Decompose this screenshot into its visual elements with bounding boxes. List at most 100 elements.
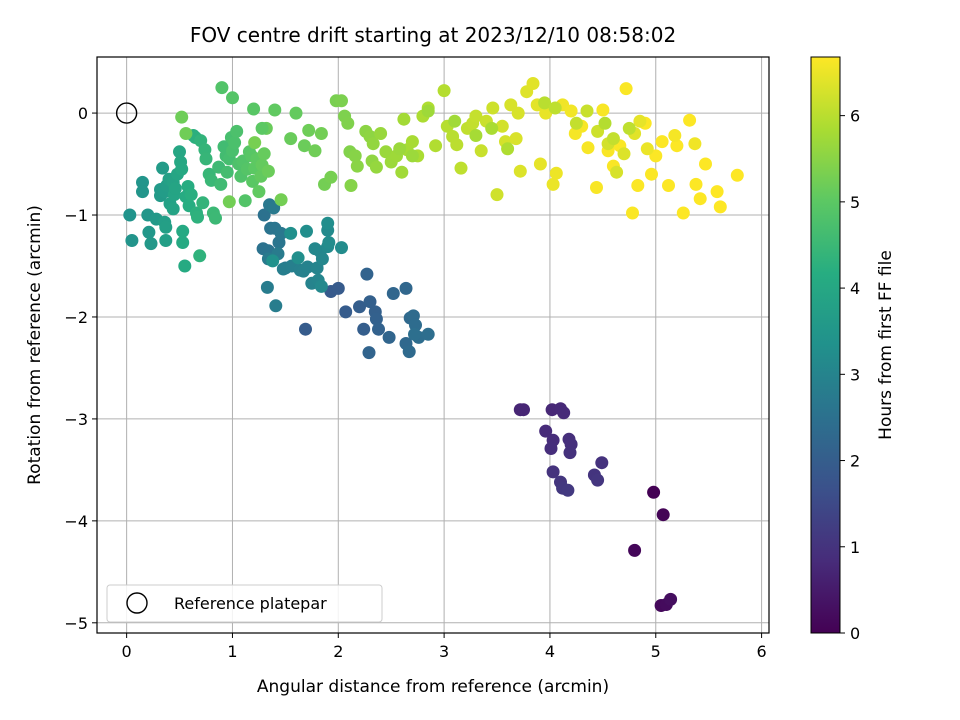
data-point bbox=[501, 142, 515, 156]
data-point bbox=[374, 127, 388, 140]
data-point bbox=[366, 137, 380, 151]
data-point bbox=[421, 327, 435, 341]
data-point bbox=[393, 142, 407, 156]
data-point bbox=[509, 132, 523, 146]
y-tick-label: −2 bbox=[64, 308, 88, 327]
data-point bbox=[284, 132, 298, 146]
y-tick-label: −5 bbox=[64, 614, 88, 633]
x-tick-label: 5 bbox=[651, 642, 661, 661]
data-point bbox=[606, 132, 620, 146]
data-point bbox=[176, 236, 190, 249]
data-point bbox=[683, 113, 697, 127]
data-point bbox=[315, 252, 329, 266]
x-tick-label: 3 bbox=[439, 642, 449, 661]
data-point bbox=[335, 241, 348, 255]
data-point bbox=[176, 224, 190, 238]
data-point bbox=[215, 81, 229, 95]
data-point bbox=[168, 182, 182, 195]
data-point bbox=[485, 121, 499, 135]
data-point bbox=[610, 165, 624, 179]
data-point bbox=[301, 260, 315, 274]
x-tick-label: 0 bbox=[122, 642, 132, 661]
reference-layer bbox=[115, 102, 138, 124]
data-point bbox=[196, 196, 210, 210]
data-point bbox=[538, 96, 552, 110]
data-point bbox=[533, 157, 547, 171]
data-point bbox=[626, 206, 639, 220]
data-point bbox=[255, 121, 269, 135]
data-points bbox=[123, 77, 744, 612]
data-point bbox=[357, 322, 371, 336]
data-point bbox=[580, 104, 594, 118]
legend-box bbox=[106, 584, 383, 623]
data-point bbox=[144, 237, 158, 251]
data-point bbox=[331, 281, 345, 295]
colorbar bbox=[810, 56, 841, 634]
data-point bbox=[136, 185, 149, 199]
data-point bbox=[156, 161, 170, 175]
data-point bbox=[581, 141, 595, 155]
data-point bbox=[159, 220, 173, 234]
data-point bbox=[693, 192, 707, 206]
data-point bbox=[563, 446, 577, 460]
data-point bbox=[274, 226, 288, 240]
y-tick-label: −3 bbox=[64, 410, 88, 429]
data-point bbox=[511, 106, 525, 120]
data-point bbox=[710, 185, 724, 199]
data-point bbox=[408, 327, 421, 341]
data-point bbox=[360, 267, 374, 281]
y-axis-ticks: 0 −1 −2 −3 −4 −5 bbox=[64, 104, 97, 633]
data-point bbox=[300, 224, 313, 238]
data-point bbox=[405, 149, 419, 163]
data-point bbox=[591, 473, 605, 487]
data-point bbox=[564, 104, 578, 118]
data-point bbox=[526, 77, 540, 90]
data-point bbox=[123, 208, 137, 222]
y-tick-label: −1 bbox=[64, 206, 88, 225]
data-point bbox=[353, 300, 366, 314]
data-point bbox=[645, 167, 658, 181]
data-point bbox=[656, 508, 670, 522]
data-point bbox=[546, 177, 560, 191]
data-point bbox=[214, 177, 228, 191]
data-point bbox=[546, 465, 560, 479]
colorbar-tick-label: 6 bbox=[850, 107, 860, 126]
legend-marker-reference bbox=[126, 592, 148, 614]
data-point bbox=[238, 194, 252, 208]
data-point bbox=[175, 110, 189, 124]
x-tick-label: 2 bbox=[333, 642, 343, 661]
data-point bbox=[448, 114, 462, 128]
x-tick-label: 1 bbox=[227, 642, 237, 661]
data-point bbox=[289, 106, 303, 120]
x-tick-label: 6 bbox=[756, 642, 766, 661]
data-point bbox=[184, 188, 198, 202]
data-point bbox=[495, 119, 509, 133]
x-axis-label: Angular distance from reference (arcmin) bbox=[257, 677, 609, 697]
data-point bbox=[598, 116, 612, 130]
data-point bbox=[321, 216, 335, 230]
chart-title: FOV centre drift starting at 2023/12/10 … bbox=[190, 23, 676, 47]
data-point bbox=[699, 157, 712, 171]
data-point bbox=[664, 592, 678, 606]
colorbar-tick-label: 3 bbox=[850, 365, 860, 384]
data-point bbox=[647, 485, 661, 499]
data-point bbox=[569, 116, 583, 130]
data-point bbox=[662, 179, 675, 192]
data-point bbox=[308, 144, 322, 158]
data-point bbox=[248, 136, 262, 150]
data-point bbox=[450, 138, 464, 152]
data-point bbox=[191, 210, 204, 224]
colorbar-tick-label: 4 bbox=[850, 279, 860, 298]
data-point bbox=[179, 127, 193, 140]
data-point bbox=[299, 322, 312, 336]
data-point bbox=[125, 234, 139, 247]
data-point bbox=[220, 165, 234, 179]
data-point bbox=[322, 236, 336, 249]
data-point bbox=[548, 101, 562, 115]
data-point bbox=[362, 346, 376, 360]
data-point bbox=[335, 94, 348, 108]
data-point bbox=[274, 193, 288, 207]
colorbar-tick-label: 1 bbox=[850, 538, 860, 557]
data-point bbox=[539, 106, 553, 120]
data-point bbox=[222, 195, 236, 209]
